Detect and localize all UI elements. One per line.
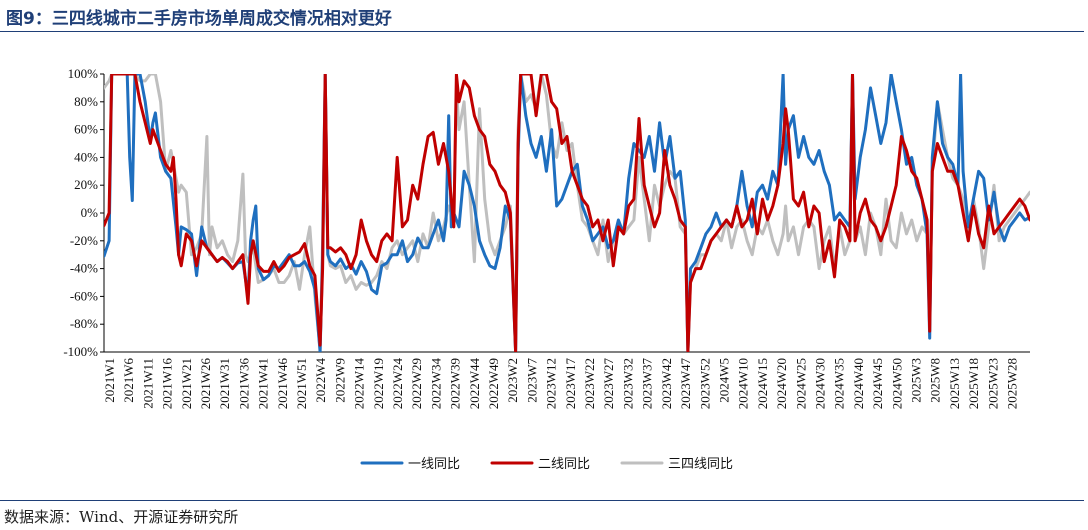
x-tick-label: 2025W8: [928, 358, 943, 403]
x-tick-label: 2023W22: [582, 358, 597, 409]
x-tick-label: 2022W14: [352, 358, 367, 410]
chart-title: 图9：三四线城市二手房市场单周成交情况相对更好: [6, 9, 392, 29]
y-tick-label: -20%: [70, 233, 98, 248]
data-source: 数据来源：Wind、开源证券研究所: [4, 508, 239, 526]
title-rule: [0, 31, 1084, 32]
x-tick-label: 2021W31: [217, 358, 232, 409]
x-tick-label: 2021W36: [236, 358, 251, 410]
x-tick-label: 2024W30: [812, 358, 827, 409]
x-tick-label: 2022W9: [332, 358, 347, 403]
x-tick-label: 2021W11: [140, 358, 155, 409]
x-tick-label: 2021W6: [121, 358, 136, 403]
x-tick-label: 2022W29: [409, 358, 424, 409]
x-tick-label: 2023W12: [544, 358, 559, 409]
line-chart: 100%80%60%40%20%0%-20%-40%-60%-80%-100% …: [63, 66, 1030, 472]
x-tick-label: 2022W44: [467, 358, 482, 410]
x-tick-label: 2025W3: [908, 358, 923, 403]
source-rule: [0, 500, 1084, 501]
x-tick-label: 2021W46: [275, 358, 290, 410]
x-tick-label: 2023W32: [620, 358, 635, 409]
legend-label: 一线同比: [408, 457, 460, 472]
y-tick-label: 20%: [74, 177, 98, 192]
y-tick-label: 0%: [81, 205, 99, 220]
x-tick-label: 2023W37: [640, 358, 655, 410]
x-tick-label: 2024W45: [870, 358, 885, 409]
legend-label: 二线同比: [538, 457, 590, 472]
x-tick-label: 2024W40: [851, 358, 866, 409]
x-tick-label: 2024W35: [832, 358, 847, 409]
x-tick-label: 2023W42: [659, 358, 674, 409]
legend-label: 三四线同比: [668, 457, 733, 472]
y-tick-label: -60%: [70, 288, 98, 303]
x-tick-label: 2024W10: [736, 358, 751, 409]
x-tick-label: 2022W24: [390, 358, 405, 410]
legend: 一线同比 二线同比 三四线同比: [360, 457, 733, 472]
x-tick-label: 2023W52: [697, 358, 712, 409]
x-tick-label: 2024W50: [889, 358, 904, 409]
x-tick-label: 2025W18: [966, 358, 981, 409]
x-tick-label: 2025W28: [1004, 358, 1019, 409]
x-tick-label: 2021W26: [198, 358, 213, 410]
x-tick-label: 2022W19: [371, 358, 386, 409]
x-tick-label: 2021W51: [294, 358, 309, 409]
y-tick-label: -80%: [70, 316, 98, 331]
y-tick-label: 40%: [74, 149, 98, 164]
y-axis: 100% 80% 60% 40% 20% 0% -20% -40% -60% -80% -100%: [63, 66, 105, 359]
x-tick-label: 2024W20: [774, 358, 789, 409]
y-tick-label: -40%: [70, 261, 98, 276]
x-tick-label: 2024W5: [716, 358, 731, 403]
x-tick-label: 2022W4: [313, 358, 328, 403]
x-tick-label: 2023W47: [678, 358, 693, 410]
y-tick-label: 100%: [68, 66, 99, 81]
x-axis: 2021W1 2021W6 2021W11 2021W16 2021W21 2021W26…: [102, 351, 1030, 410]
x-tick-label: 2022W39: [448, 358, 463, 409]
x-tick-label: 2022W34: [428, 358, 443, 410]
y-tick-label: -100%: [63, 344, 98, 359]
x-tick-label: 2023W27: [601, 358, 616, 410]
x-tick-label: 2024W25: [793, 358, 808, 409]
x-tick-label: 2023W7: [524, 358, 539, 403]
series-line-3: [104, 74, 1030, 352]
x-tick-label: 2022W49: [486, 358, 501, 409]
series-group: [104, 74, 1030, 352]
x-tick-label: 2023W2: [505, 358, 520, 403]
y-tick-label: 80%: [74, 94, 98, 109]
x-tick-label: 2024W15: [755, 358, 770, 409]
x-tick-label: 2023W17: [563, 358, 578, 410]
x-tick-label: 2021W1: [102, 358, 117, 403]
x-tick-label: 2025W23: [985, 358, 1000, 409]
x-tick-label: 2021W21: [179, 358, 194, 409]
y-tick-label: 60%: [74, 122, 98, 137]
series-line-2: [104, 74, 1030, 352]
x-tick-label: 2025W13: [947, 358, 962, 409]
x-tick-label: 2021W16: [160, 358, 175, 410]
x-tick-label: 2021W41: [256, 358, 271, 409]
